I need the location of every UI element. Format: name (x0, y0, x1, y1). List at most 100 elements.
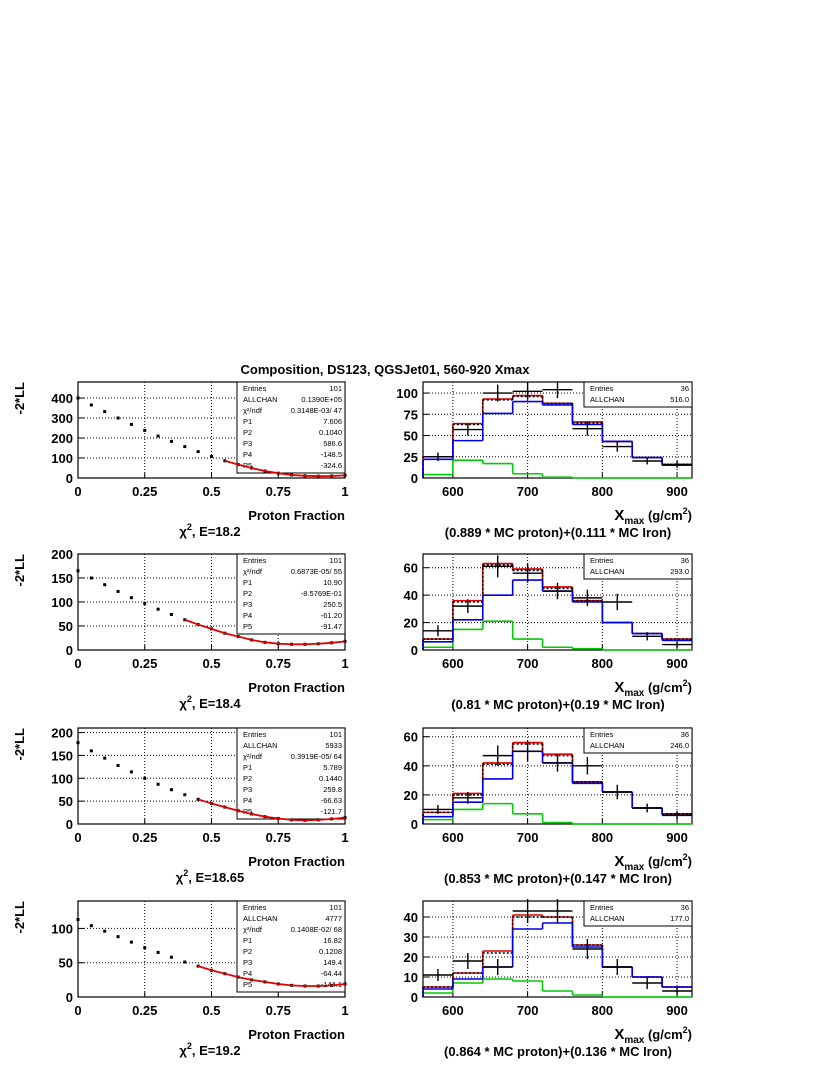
stats-label: P1 (243, 936, 252, 945)
y-tick-label: 20 (404, 788, 418, 803)
x-axis-label: Xmax (g/cm2) (614, 852, 692, 873)
data-point (129, 770, 133, 774)
stats-value: 259.8 (323, 785, 342, 794)
y-tick-label: 50 (404, 429, 418, 444)
stats-value: -64.44 (321, 969, 342, 978)
caption: χ2, E=18.4 (179, 694, 241, 711)
caption-sup: 2 (183, 868, 188, 878)
x-label-close: ) (688, 680, 692, 695)
data-point (103, 583, 107, 587)
data-point (143, 776, 147, 780)
x-axis-label: Xmax (g/cm2) (614, 678, 692, 699)
y-tick-label: 10 (404, 970, 418, 985)
stats-value: -121.7 (321, 807, 342, 816)
y-tick-label: 0 (66, 643, 73, 658)
stats-box (583, 727, 693, 754)
stats-label: ALLCHAN (590, 567, 625, 576)
x-tick-label: 0.5 (202, 484, 220, 499)
x-tick-label: 900 (666, 1003, 688, 1018)
data-point (196, 450, 200, 454)
stats-value: 101 (329, 556, 342, 565)
stats-value: 0.3919E-05/ 64 (291, 752, 342, 761)
x-label-sup: 2 (683, 678, 688, 688)
y-axis-label: -2*LL (12, 901, 27, 934)
stats-label: Entries (243, 556, 267, 565)
data-point (103, 756, 107, 760)
y-tick-label: 0 (411, 817, 418, 832)
stats-value: -8.5769E-01 (301, 589, 342, 598)
stats-label: Entries (590, 384, 614, 393)
y-tick-label: 40 (404, 910, 418, 925)
stats-value: -91.47 (321, 622, 342, 631)
stats-label: Entries (590, 730, 614, 739)
x-axis-label: Proton Fraction (248, 854, 345, 869)
y-tick-label: 0 (66, 817, 73, 832)
x-tick-label: 0 (74, 1003, 81, 1018)
data-point (76, 918, 80, 922)
x-tick-label: 0.25 (132, 830, 157, 845)
stats-label: ALLCHAN (243, 395, 278, 404)
x-tick-label: 900 (666, 656, 688, 671)
x-tick-label: 0.5 (202, 1003, 220, 1018)
data-point (129, 596, 133, 600)
stats-value: 0.3148E-03/ 47 (291, 406, 342, 415)
y-tick-label: 50 (59, 619, 73, 634)
data-point (183, 445, 187, 449)
y-tick-label: 0 (66, 471, 73, 486)
y-tick-label: 20 (404, 616, 418, 631)
stats-label: Entries (243, 730, 267, 739)
x-label-main: X (614, 1026, 624, 1043)
stats-label: Entries (243, 384, 267, 393)
data-point (156, 950, 160, 954)
stats-value: -148.5 (321, 450, 342, 459)
caption-text: , E=18.65 (188, 870, 244, 885)
caption-text: , E=18.4 (192, 696, 242, 711)
data-point (143, 601, 147, 605)
panel: 600 700 800 900 0 20 40 60 Entries 36 ALLCHAN 293.0… (404, 553, 693, 712)
x-label-unit: (g/cm (644, 854, 682, 869)
x-label-sub: max (624, 1035, 644, 1046)
stats-label: P2 (243, 774, 252, 783)
caption: (0.889 * MC proton)+(0.111 * MC Iron) (445, 525, 671, 540)
stats-value: 101 (329, 730, 342, 739)
y-tick-label: 150 (51, 748, 73, 763)
stats-label: P2 (243, 589, 252, 598)
plot-frame (422, 553, 693, 651)
x-label-sup: 2 (683, 506, 688, 516)
data-point (116, 589, 120, 593)
x-label-close: ) (688, 854, 692, 869)
x-tick-label: 1 (341, 484, 348, 499)
stats-label: P5 (243, 461, 252, 470)
stats-label: P4 (243, 450, 252, 459)
stats-label: P5 (243, 980, 252, 989)
y-tick-label: 30 (404, 930, 418, 945)
stats-label: χ²/ndf (243, 925, 263, 934)
x-tick-label: 700 (517, 830, 539, 845)
y-axis-label: -2*LL (12, 728, 27, 761)
y-tick-label: 150 (51, 571, 73, 586)
stats-label: χ²/ndf (243, 567, 263, 576)
x-tick-label: 0.75 (266, 656, 291, 671)
data-point (183, 960, 187, 964)
stats-value: 293.0 (670, 567, 689, 576)
stats-value: 5933 (325, 741, 342, 750)
x-tick-label: 0.75 (266, 484, 291, 499)
stats-value: 246.0 (670, 741, 689, 750)
y-tick-label: 200 (51, 726, 73, 741)
y-tick-label: 0 (411, 643, 418, 658)
panel: 600 700 800 900 0 10 20 30 40 Entries 36 ALLCHAN 177… (404, 899, 693, 1059)
stats-value: 177.0 (670, 914, 689, 923)
x-axis-label: Proton Fraction (248, 508, 345, 523)
data-point (129, 940, 133, 944)
stats-box (236, 381, 346, 474)
data-point (89, 403, 93, 407)
x-label-unit: (g/cm (644, 508, 682, 523)
stats-value: 0.6873E-05/ 55 (291, 567, 342, 576)
x-tick-label: 1 (341, 830, 348, 845)
stats-label: P2 (243, 947, 252, 956)
data-point (76, 396, 80, 400)
data-point (143, 428, 147, 432)
stats-label: P5 (243, 807, 252, 816)
y-tick-label: 20 (404, 950, 418, 965)
data-point (89, 749, 93, 753)
